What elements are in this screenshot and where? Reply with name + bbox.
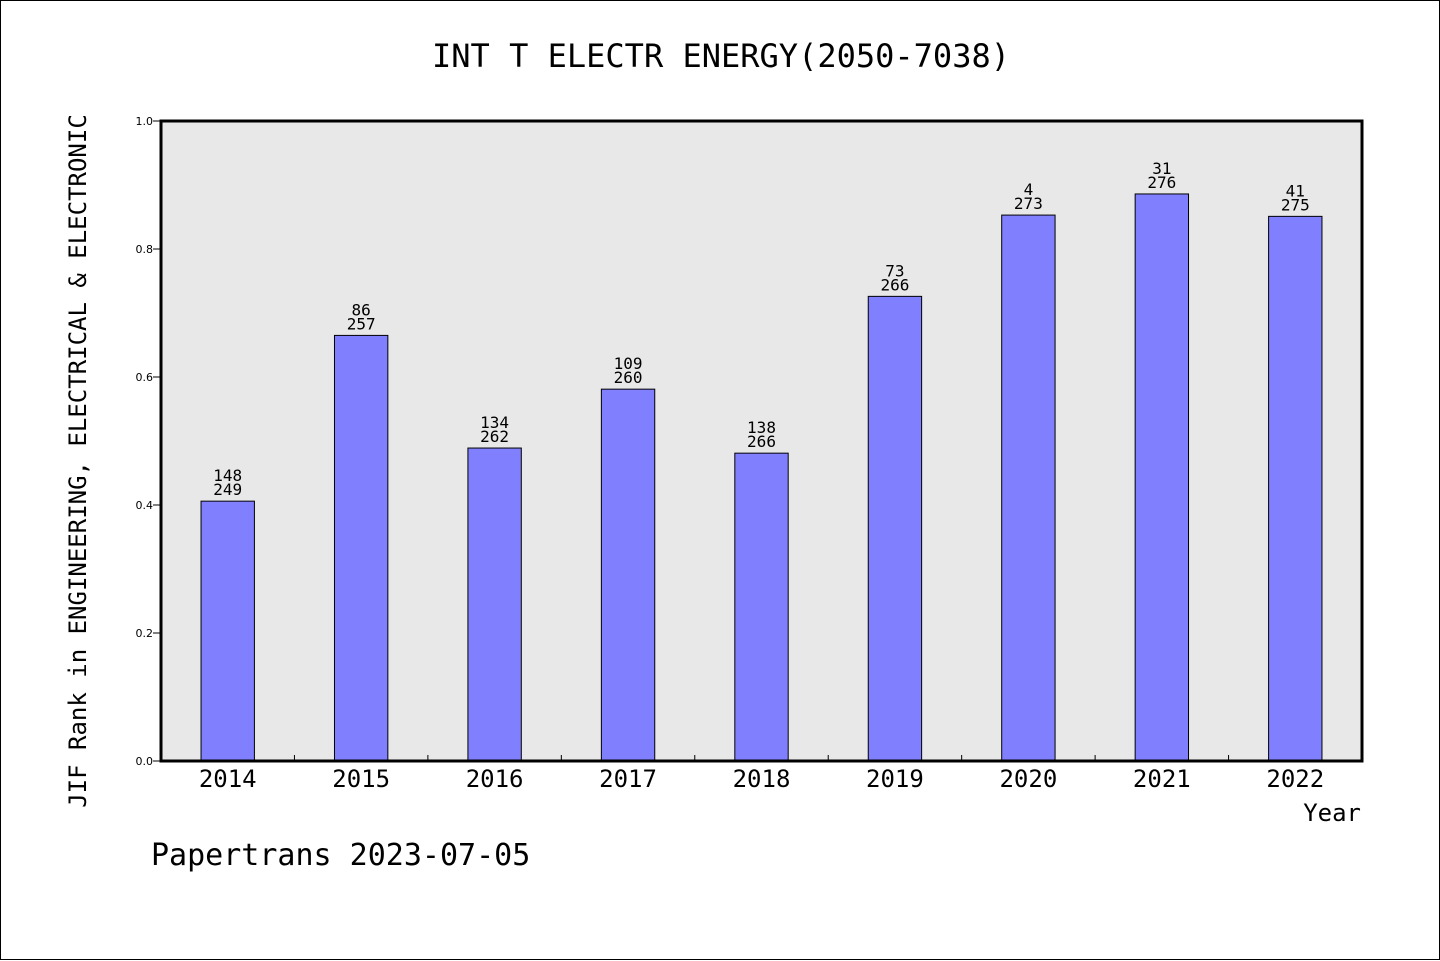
x-tick-label: 2020	[999, 765, 1057, 793]
plot-border	[159, 119, 1364, 763]
bar	[1001, 214, 1056, 762]
bar-total-label: 249	[213, 480, 242, 499]
bar-total-label: 276	[1147, 173, 1176, 192]
bar-rank-label: 109	[614, 354, 643, 373]
y-tick-label: 0.0	[136, 755, 154, 768]
bar-rank-label: 41	[1286, 181, 1305, 200]
bar-rank-label: 31	[1152, 159, 1171, 178]
bar-rank-label: 86	[352, 300, 371, 319]
bar	[867, 295, 923, 762]
x-axis-label: Year	[1303, 799, 1361, 827]
bar-rank-label: 73	[885, 261, 904, 280]
bar	[600, 388, 656, 762]
chart-title: INT T ELECTR ENERGY(2050-7038)	[432, 37, 1010, 75]
bar	[1268, 215, 1323, 762]
bar-rank-label: 138	[747, 418, 776, 437]
footer-watermark: Papertrans 2023-07-05	[151, 838, 530, 873]
x-tick-label: 2018	[733, 765, 791, 793]
y-tick-label: 0.6	[136, 371, 154, 384]
bar-total-label: 260	[614, 368, 643, 387]
bar-rank-label: 4	[1024, 180, 1034, 199]
y-tick-label: 0.2	[136, 627, 154, 640]
y-axis-label: JIF Rank in ENGINEERING, ELECTRICAL & EL…	[64, 114, 92, 808]
y-tick-label: 0.8	[136, 243, 154, 256]
bar-total-label: 266	[747, 432, 776, 451]
x-tick-label: 2016	[466, 765, 524, 793]
bar-total-label: 266	[880, 275, 909, 294]
bar	[1134, 193, 1190, 762]
bar-total-label: 262	[480, 427, 509, 446]
x-tick-label: 2019	[866, 765, 924, 793]
bar	[734, 452, 789, 762]
bar-total-label: 275	[1281, 195, 1310, 214]
y-tick-label: 0.4	[136, 499, 154, 512]
bar-total-label: 257	[347, 314, 376, 333]
bar	[333, 334, 389, 762]
bar	[200, 500, 255, 762]
y-tick-label: 1.0	[136, 115, 154, 128]
x-tick-label: 2017	[599, 765, 657, 793]
bar-total-label: 273	[1014, 194, 1043, 213]
bar-rank-label: 134	[480, 413, 509, 432]
x-tick-label: 2015	[332, 765, 390, 793]
bar	[467, 447, 522, 762]
x-tick-label: 2022	[1266, 765, 1324, 793]
x-tick-label: 2021	[1133, 765, 1191, 793]
bar-rank-label: 148	[213, 466, 242, 485]
x-tick-label: 2014	[199, 765, 257, 793]
